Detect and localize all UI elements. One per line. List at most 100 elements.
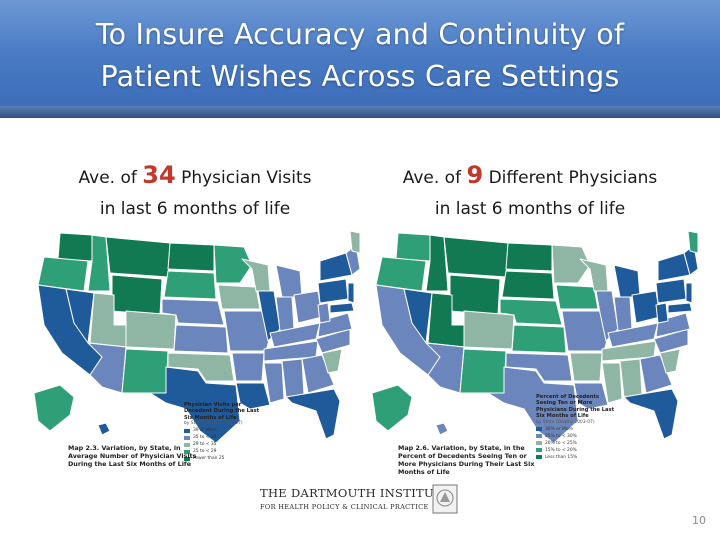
map-state-mi [613,264,641,298]
title-bar: To Insure Accuracy and Continuity of Pat… [0,0,720,118]
map-state-mo [561,310,609,352]
left-legend-swatch [184,442,190,447]
map-state-mi [275,264,303,298]
right-map-svg [371,230,699,444]
right-legend-swatch [536,455,542,460]
left-caption-line2: in last 6 months of life [99,199,291,219]
map-state-va [317,312,353,338]
map-state-ne [161,298,225,326]
map-state-mn [551,244,591,284]
map-state-id [425,234,449,292]
left-legend-swatch [184,456,190,461]
right-legend-item: 15% to < 20% [536,447,620,454]
map-state-nd [505,242,553,272]
left-legend-item: Fewer than 25 [184,455,264,462]
right-caption-prefix: Ave. of [402,168,462,188]
left-legend-label: 29 to < 35 [193,442,217,448]
map-state-co [125,310,177,350]
right-caption-line2: in last 6 months of life [434,199,626,219]
left-caption-number: 34 [142,161,176,189]
map-state-ak [33,384,75,432]
left-legend-subtitle: by State (Deaths 2003-07) [184,421,243,427]
map-state-ms [263,362,285,404]
map-state-nd [167,242,215,272]
right-caption-number: 9 [466,161,484,189]
map-state-wy [111,274,163,316]
left-legend-item: 39 or More [184,427,264,434]
right-legend-label: 20% to < 25% [545,440,577,446]
map-state-id [87,234,111,292]
map-state-me [349,230,361,254]
right-legend-label: 15% to < 20% [545,447,577,453]
slide-title: To Insure Accuracy and Continuity of Pat… [0,14,720,98]
map-state-me [687,230,699,254]
left-legend: Physician Visits per Decedent During the… [184,402,264,462]
right-legend: Percent of Decedents Seeing Ten or More … [536,394,620,461]
right-legend-subtitle: by State (Deaths 2003-07) [536,419,595,425]
right-map-caption: Map 2.6. Variation, by State, in the Per… [398,444,535,476]
map-state-wa [57,232,93,262]
right-legend-label: Less than 15% [545,454,578,460]
right-legend-item: Less than 15% [536,454,620,461]
map-state-co [463,310,515,350]
dartmouth-seal-icon [432,484,458,514]
map-state-ga [639,354,673,394]
map-state-wy [449,274,501,316]
map-state-ga [301,354,335,394]
map-state-fl [285,388,341,440]
map-state-nj [685,282,693,304]
map-state-ia [217,284,261,310]
map-state-hi [435,422,449,436]
dartmouth-institute-logo: THE DARTMOUTH INSTITUTE FOR HEALTH POLIC… [256,484,458,516]
map-state-va [655,312,691,338]
map-state-sd [501,270,555,300]
map-state-mo [223,310,271,352]
map-state-nj [347,282,355,304]
right-legend-item: 25% to < 30% [536,433,620,440]
map-state-fl [623,388,679,440]
slide-title-line1: To Insure Accuracy and Continuity of [95,18,625,51]
left-legend-label: 39 or More [193,428,217,434]
left-legend-swatch [184,449,190,454]
map-state-sc [321,348,343,374]
map-state-az [425,342,465,394]
map-state-nm [459,348,507,394]
map-state-az [87,342,127,394]
page-number: 10 [692,514,706,527]
logo-line1: THE DARTMOUTH INSTITUTE [260,486,451,500]
map-state-hi [97,422,111,436]
slide-title-line2: Patient Wishes Across Care Settings [100,60,620,93]
map-state-mn [213,244,253,284]
right-us-map [368,225,699,464]
left-legend-label: Fewer than 25 [193,456,225,462]
map-state-ne [499,298,563,326]
map-state-la [573,382,609,410]
map-state-ms [601,362,623,404]
map-state-al [281,358,305,398]
left-legend-swatch [184,435,190,440]
right-legend-item: 30% or More [536,426,620,433]
right-legend-label: 25% to < 30% [545,433,577,439]
left-caption: Ave. of 34 Physician Visits in last 6 mo… [30,160,360,225]
right-legend-title: Percent of Decedents Seeing Ten or More … [536,394,615,420]
map-state-md [329,302,355,314]
right-caption-suffix: Different Physicians [488,168,658,188]
map-state-mt [105,236,171,278]
left-legend-item: 29 to < 35 [184,441,264,448]
right-legend-swatch [536,448,542,453]
left-legend-label: 25 to < 29 [193,449,217,455]
right-legend-swatch [536,441,542,446]
logo-line2: FOR HEALTH POLICY & CLINICAL PRACTICE [260,503,429,511]
left-caption-prefix: Ave. of [78,168,137,188]
left-legend-label: 35 to < 39 [193,435,217,441]
map-state-tx [487,366,579,444]
left-map-caption: Map 2.3. Variation, by State, in Average… [68,444,197,468]
left-legend-swatch [184,428,190,433]
left-caption-suffix: Physician Visits [181,168,312,188]
map-state-wa [395,232,431,262]
right-legend-item: 20% to < 25% [536,440,620,447]
left-legend-item: 35 to < 39 [184,434,264,441]
left-us-map [30,225,361,464]
map-state-ar [231,352,265,382]
map-state-tx [149,366,241,444]
